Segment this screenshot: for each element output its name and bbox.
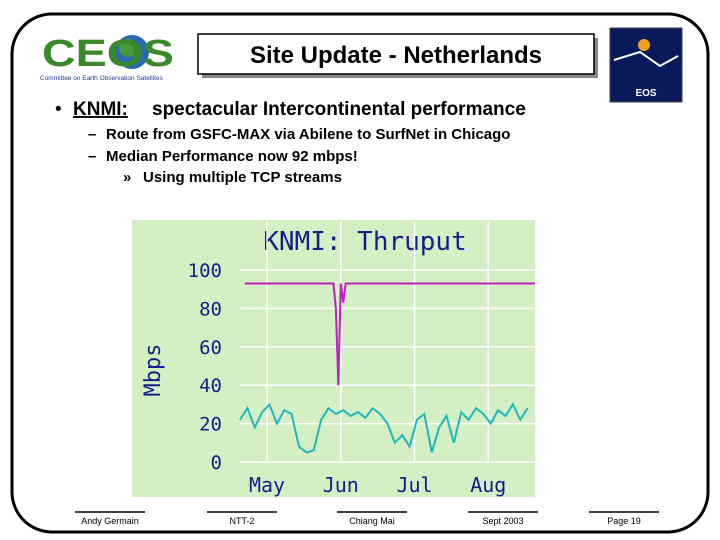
bullet-marker: • [55,99,62,120]
footer-text: Sept 2003 [482,516,523,526]
y-tick-label: 100 [188,260,222,282]
y-tick-label: 60 [199,337,222,359]
dash: – [88,126,96,143]
footer-text: NTT-2 [229,516,254,526]
logo-subtitle: Committee on Earth Observation Satellite… [40,75,164,82]
y-tick-label: 20 [199,414,222,436]
title-box [197,33,595,75]
footer-text: Chiang Mai [349,516,395,526]
badge-sun [638,39,650,51]
dash: – [88,148,96,165]
sub-bullet: Route from GSFC-MAX via Abilene to SurfN… [106,126,510,143]
ceos-logo: CEOS Committee on Earth Observation Sate… [40,33,174,82]
chart: KNMI: Thruput Mbps 0 20 40 60 80 100 May Jun Jul… [132,220,535,497]
badge-text: EOS [635,88,656,99]
logo-text: CEOS [42,33,174,75]
x-tick-label: Jul [396,473,432,497]
sub-bullet: Median Performance now 92 mbps! [106,148,358,165]
chart-background [132,220,535,497]
footer-text: Page 19 [607,516,641,526]
sub-sub-bullet: Using multiple TCP streams [143,169,342,186]
badge-wave [613,50,679,68]
y-tick-label: 0 [211,452,222,474]
slide-title: Site Update - Netherlands [250,42,542,69]
eos-badge: EOS [609,27,683,103]
raquo: » [123,169,131,186]
y-tick-label: 80 [199,298,222,320]
data-line [244,282,535,386]
data-line [239,402,529,454]
chart-title: KNMI: Thruput [263,227,467,257]
bullet-label: KNMI: [73,99,128,120]
bullet-text: spectacular Intercontinental performance [152,99,526,120]
slide-frame [10,12,710,534]
y-axis-label: Mbps [141,344,166,397]
globe-land [119,39,137,57]
y-tick-label: 40 [199,375,222,397]
x-tick-label: Jun [323,473,359,497]
footer-text: Andy Germain [81,516,139,526]
x-tick-label: Aug [470,473,506,497]
x-tick-label: May [249,473,285,497]
footer: Andy Germain NTT-2 Chiang Mai Sept 2003 Page… [75,511,659,526]
